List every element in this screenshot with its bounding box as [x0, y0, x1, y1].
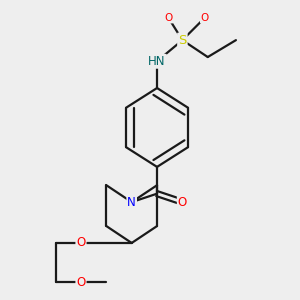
Text: N: N [127, 196, 136, 208]
Text: O: O [201, 13, 209, 22]
Text: O: O [76, 236, 85, 250]
Text: HN: HN [148, 55, 166, 68]
Text: O: O [76, 276, 85, 289]
Text: S: S [178, 34, 187, 46]
Text: O: O [178, 196, 187, 208]
Text: O: O [164, 13, 172, 22]
